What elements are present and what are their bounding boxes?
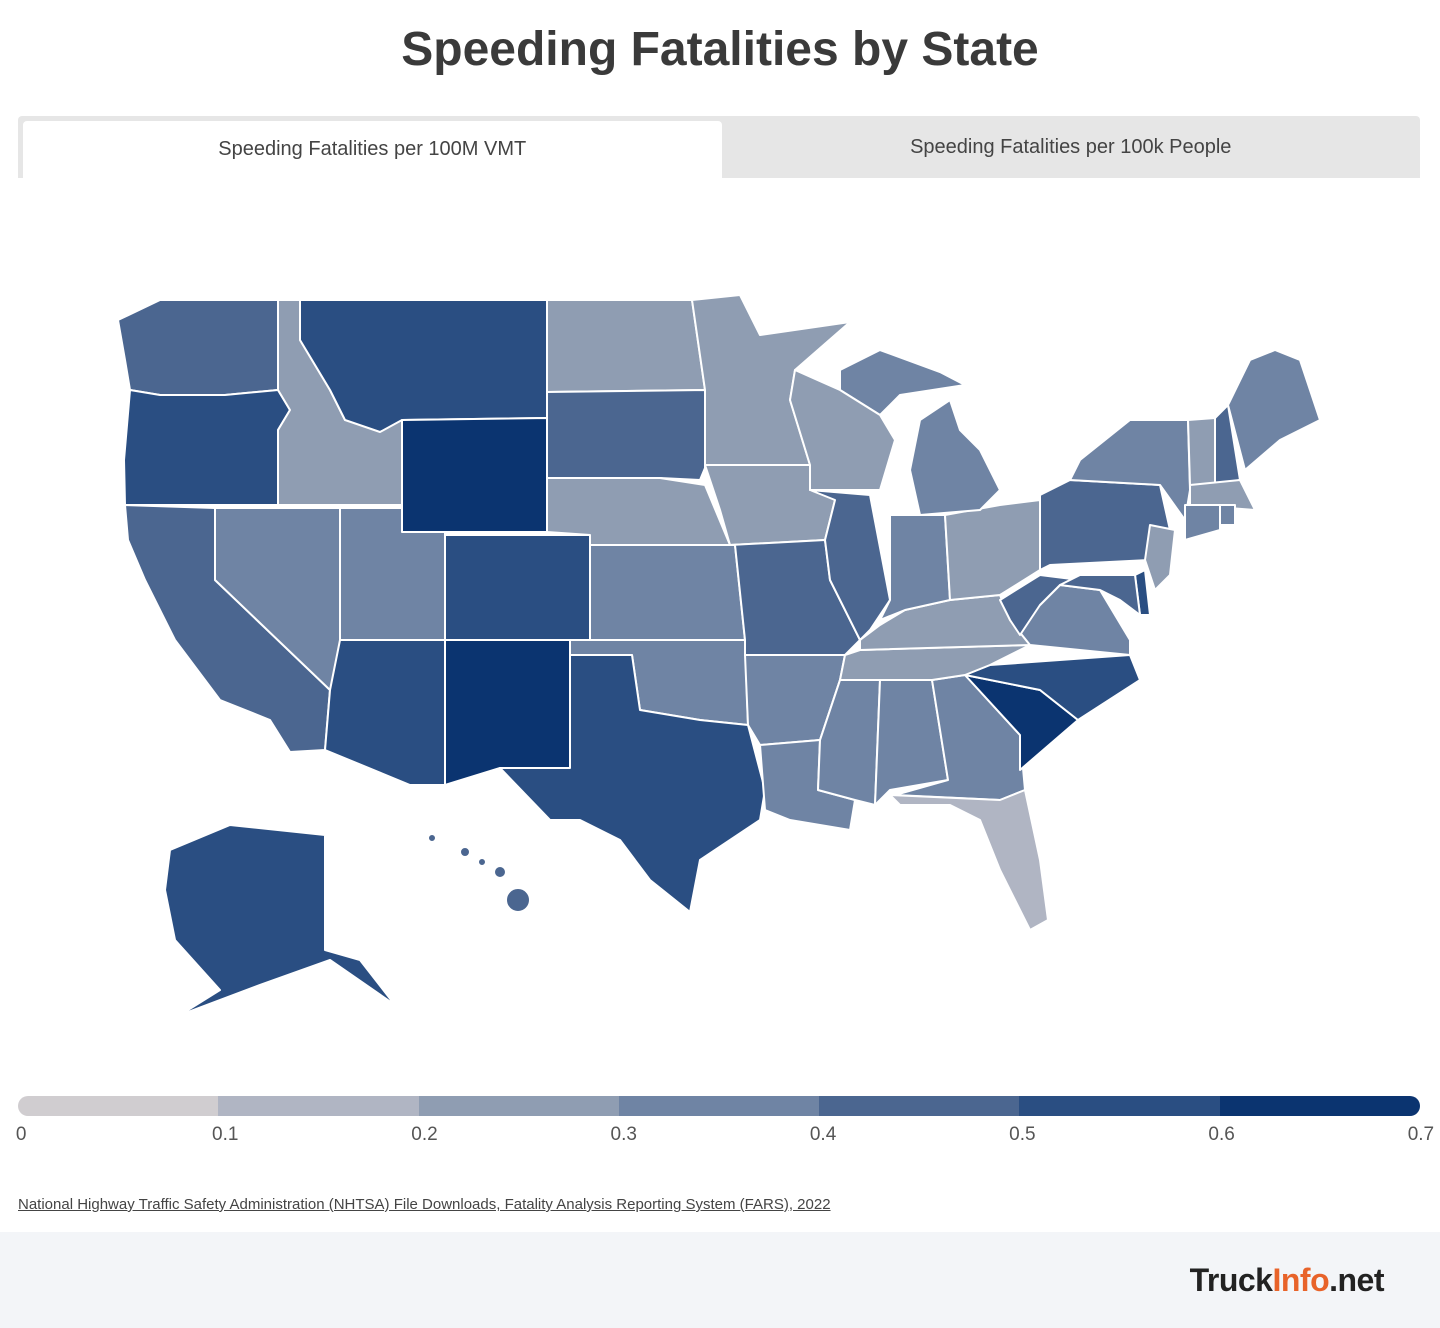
legend-tick: 0.7 xyxy=(1407,1124,1435,1145)
state-ma[interactable] xyxy=(1189,479,1256,511)
state-wv[interactable] xyxy=(999,574,1081,636)
legend-tick: 0.4 xyxy=(809,1124,837,1145)
state-az[interactable] xyxy=(324,639,446,786)
state-co[interactable] xyxy=(444,534,591,641)
legend-bin xyxy=(1219,1096,1420,1116)
truckinfo-logo[interactable]: TruckInfo.net xyxy=(1189,1262,1385,1299)
legend-tick: 0 xyxy=(15,1124,27,1145)
legend-tick: 0.6 xyxy=(1208,1124,1235,1145)
state-wi[interactable] xyxy=(789,369,896,491)
legend-bin xyxy=(819,1096,1020,1116)
state-ak[interactable] xyxy=(164,824,396,1016)
state-mi[interactable] xyxy=(909,399,1001,516)
tab-bar: Speeding Fatalities per 100M VMT Speedin… xyxy=(18,116,1420,178)
footer: TruckInfo.net xyxy=(0,1232,1440,1328)
state-ri[interactable] xyxy=(1219,504,1236,526)
state-md[interactable] xyxy=(1059,574,1141,616)
legend-bin xyxy=(18,1096,219,1116)
logo-text: Truck xyxy=(1189,1262,1273,1298)
legend-bin xyxy=(618,1096,820,1116)
state-vt[interactable] xyxy=(1187,417,1216,486)
state-wy[interactable] xyxy=(401,417,548,533)
source-link[interactable]: National Highway Traffic Safety Administ… xyxy=(18,1196,831,1213)
state-hi[interactable] xyxy=(505,887,531,913)
legend-tick: 0.2 xyxy=(411,1124,438,1145)
logo-text: Info xyxy=(1272,1262,1330,1298)
state-hi[interactable] xyxy=(493,865,507,879)
legend-bin xyxy=(218,1096,419,1116)
legend-tick: 0.3 xyxy=(610,1124,637,1145)
legend-ticks: 0 0.1 0.2 0.3 0.4 0.5 0.6 0.7 xyxy=(15,1124,1434,1148)
state-nj[interactable] xyxy=(1144,524,1176,591)
state-nm[interactable] xyxy=(444,639,571,786)
state-tx[interactable] xyxy=(499,654,766,913)
state-il[interactable] xyxy=(809,489,891,641)
state-sd[interactable] xyxy=(546,389,706,481)
page-title: Speeding Fatalities by State xyxy=(401,23,1039,76)
state-ks[interactable] xyxy=(589,544,746,641)
state-hi[interactable] xyxy=(477,857,487,867)
state-fl[interactable] xyxy=(889,789,1049,931)
state-nd[interactable] xyxy=(546,299,706,393)
state-or[interactable] xyxy=(123,389,291,506)
legend-bin xyxy=(418,1096,619,1116)
state-me[interactable] xyxy=(1227,349,1321,471)
state-hi[interactable] xyxy=(459,846,471,858)
state-hi[interactable] xyxy=(427,833,437,843)
tab-per-100k-people[interactable]: Speeding Fatalities per 100k People xyxy=(910,135,1232,158)
state-ct[interactable] xyxy=(1184,504,1221,541)
color-legend xyxy=(18,1096,1420,1116)
legend-bin xyxy=(1019,1096,1220,1116)
legend-tick: 0.5 xyxy=(1009,1124,1036,1145)
legend-tick: 0.1 xyxy=(211,1124,239,1145)
logo-text: .net xyxy=(1329,1262,1384,1298)
tab-per-100m-vmt[interactable]: Speeding Fatalities per 100M VMT xyxy=(23,121,722,178)
state-wa[interactable] xyxy=(117,299,279,403)
